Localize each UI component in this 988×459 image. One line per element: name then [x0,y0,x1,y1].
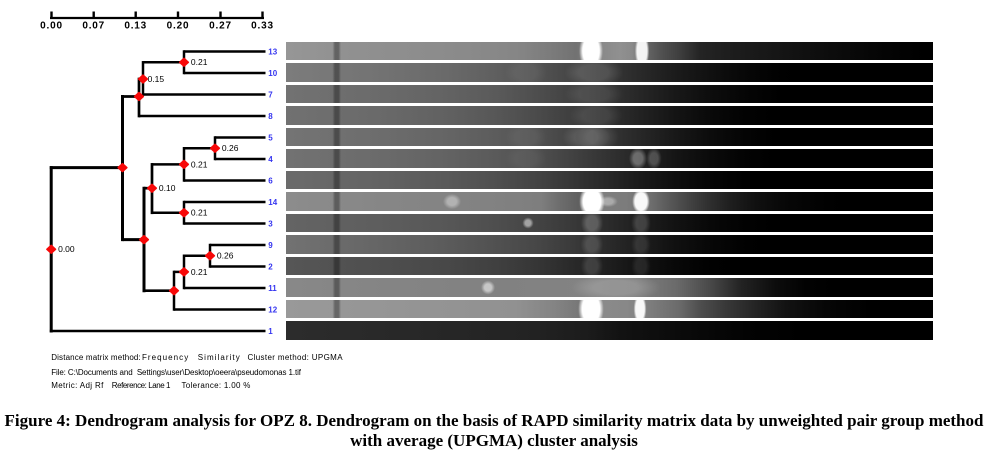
svg-text:0.15: 0.15 [148,74,165,84]
svg-text:0.07: 0.07 [82,21,105,32]
svg-text:3: 3 [268,219,273,228]
svg-text:0.20: 0.20 [167,21,190,32]
svg-text:0.13: 0.13 [124,21,147,32]
svg-text:0.21: 0.21 [191,267,208,277]
svg-text:13: 13 [268,47,277,56]
svg-text:0.21: 0.21 [191,208,208,218]
svg-text:1: 1 [268,327,273,336]
svg-text:0.27: 0.27 [209,21,232,32]
svg-text:0.00: 0.00 [40,21,63,32]
svg-text:12: 12 [268,305,277,314]
svg-text:8: 8 [268,112,273,121]
svg-text:9: 9 [268,241,273,250]
svg-text:0.26: 0.26 [222,143,239,153]
svg-text:0.00: 0.00 [58,244,75,254]
svg-text:4: 4 [268,155,273,164]
svg-text:11: 11 [268,284,277,293]
svg-text:2: 2 [268,262,273,271]
svg-text:5: 5 [268,133,273,142]
svg-text:0.21: 0.21 [191,57,208,67]
svg-text:0.33: 0.33 [251,21,274,32]
svg-text:0.26: 0.26 [217,251,234,261]
svg-text:7: 7 [268,90,273,99]
svg-text:0.10: 0.10 [159,183,176,193]
svg-text:10: 10 [268,69,277,78]
svg-text:6: 6 [268,176,273,185]
svg-text:14: 14 [268,198,277,207]
svg-text:0.21: 0.21 [191,159,208,169]
